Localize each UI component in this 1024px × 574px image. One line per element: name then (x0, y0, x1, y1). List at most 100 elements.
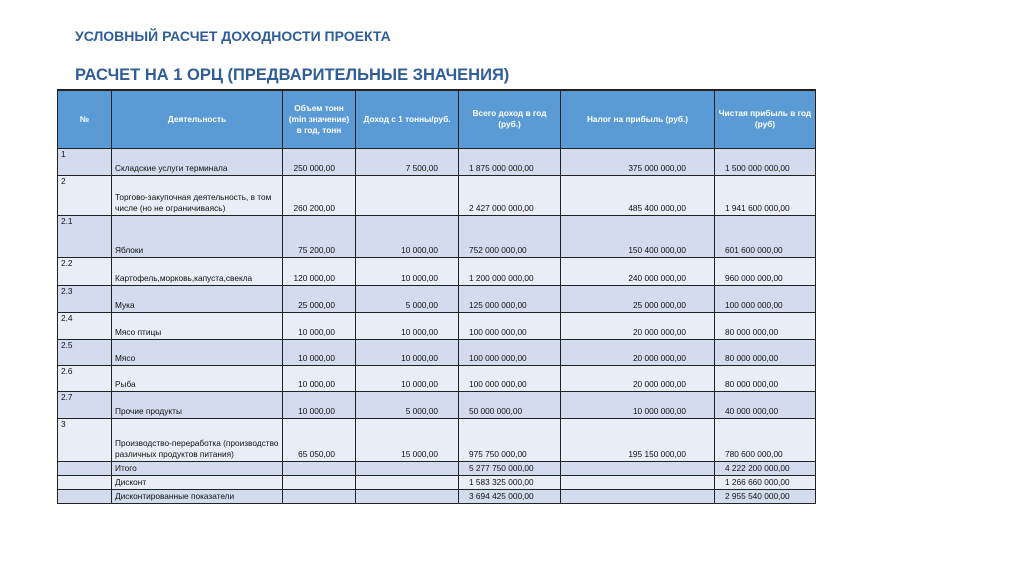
cell-total-income: 5 277 750 000,00 (458, 461, 561, 476)
cell-number: 2.5 (57, 339, 112, 366)
cell-income-per-ton (355, 461, 459, 476)
cell-activity: Дисконт (111, 475, 283, 490)
table-row: 2.5 Мясо 10 000,00 10 000,00 100 000 000,00 2… (57, 339, 816, 366)
cell-income-per-ton: 10 000,00 (355, 257, 459, 286)
cell-net-profit: 780 600 000,00 (714, 418, 816, 462)
cell-tax: 240 000 000,00 (560, 257, 715, 286)
cell-activity: Рыба (111, 365, 283, 392)
header-tax: Налог на прибыль (руб.) (560, 89, 715, 149)
cell-tax: 20 000 000,00 (560, 312, 715, 340)
cell-total-income: 1 583 325 000,00 (458, 475, 561, 490)
cell-tax (560, 475, 715, 490)
cell-activity: Итого (111, 461, 283, 476)
page-title: УСЛОВНЫЙ РАСЧЕТ ДОХОДНОСТИ ПРОЕКТА (75, 28, 391, 44)
table-row: 2.7 Прочие продукты 10 000,00 5 000,00 50 00… (57, 391, 816, 419)
cell-volume: 10 000,00 (282, 391, 356, 419)
cell-income-per-ton: 5 000,00 (355, 285, 459, 313)
cell-income-per-ton (355, 475, 459, 490)
cell-number (57, 489, 112, 504)
cell-volume: 10 000,00 (282, 312, 356, 340)
cell-total-income: 125 000 000,00 (458, 285, 561, 313)
cell-volume (282, 489, 356, 504)
cell-volume (282, 461, 356, 476)
table-row: 2.2 Картофель,морковь,капуста,свекла 120 0… (57, 257, 816, 286)
table-row: 2.1 Яблоки 75 200,00 10 000,00 752 000 000,0… (57, 215, 816, 258)
cell-income-per-ton: 7 500,00 (355, 148, 459, 176)
cell-number: 2.4 (57, 312, 112, 340)
table-row: 2.4 Мясо птицы 10 000,00 10 000,00 100 000 0… (57, 312, 816, 340)
cell-tax: 375 000 000,00 (560, 148, 715, 176)
table-row: Дисконтированные показатели 3 694 425 000… (57, 489, 816, 504)
cell-number: 2.6 (57, 365, 112, 392)
cell-activity: Торгово-закупочная деятельность, в том ч… (111, 175, 283, 216)
table-row: Итого 5 277 750 000,00 4 222 200 000,00 (57, 461, 816, 476)
header-net-profit: Чистая прибыль в год (руб) (714, 89, 816, 149)
cell-tax: 20 000 000,00 (560, 365, 715, 392)
cell-tax (560, 461, 715, 476)
cell-activity: Яблоки (111, 215, 283, 258)
header-number: № (57, 89, 112, 149)
profitability-table: № Деятельность Объем тонн (min значение)… (57, 89, 816, 504)
cell-number: 3 (57, 418, 112, 462)
cell-net-profit: 2 955 540 000,00 (714, 489, 816, 504)
cell-volume: 120 000,00 (282, 257, 356, 286)
cell-volume: 75 200,00 (282, 215, 356, 258)
cell-total-income: 100 000 000,00 (458, 339, 561, 366)
cell-number: 2.3 (57, 285, 112, 313)
cell-volume (282, 475, 356, 490)
cell-net-profit: 80 000 000,00 (714, 339, 816, 366)
cell-net-profit: 960 000 000,00 (714, 257, 816, 286)
header-volume: Объем тонн (min значение) в год, тонн (282, 89, 356, 149)
cell-income-per-ton (355, 489, 459, 504)
cell-income-per-ton: 5 000,00 (355, 391, 459, 419)
cell-total-income: 1 200 000 000,00 (458, 257, 561, 286)
cell-tax (560, 489, 715, 504)
cell-net-profit: 1 266 660 000,00 (714, 475, 816, 490)
cell-income-per-ton: 15 000,00 (355, 418, 459, 462)
table-row: 2.3 Мука 25 000,00 5 000,00 125 000 000,00 25… (57, 285, 816, 313)
cell-total-income: 975 750 000,00 (458, 418, 561, 462)
cell-number (57, 475, 112, 490)
cell-volume: 260 200,00 (282, 175, 356, 216)
cell-net-profit: 80 000 000,00 (714, 365, 816, 392)
cell-total-income: 100 000 000,00 (458, 365, 561, 392)
cell-volume: 250 000,00 (282, 148, 356, 176)
cell-total-income: 50 000 000,00 (458, 391, 561, 419)
page-subtitle: РАСЧЕТ НА 1 ОРЦ (ПРЕДВАРИТЕЛЬНЫЕ ЗНАЧЕНИ… (75, 66, 510, 84)
table-row: 3 Производство-переработка (производство … (57, 418, 816, 462)
cell-tax: 25 000 000,00 (560, 285, 715, 313)
cell-net-profit: 1 500 000 000,00 (714, 148, 816, 176)
cell-number: 2.7 (57, 391, 112, 419)
cell-activity: Мука (111, 285, 283, 313)
cell-income-per-ton (355, 175, 459, 216)
cell-number (57, 461, 112, 476)
cell-total-income: 3 694 425 000,00 (458, 489, 561, 504)
cell-volume: 10 000,00 (282, 339, 356, 366)
cell-income-per-ton: 10 000,00 (355, 215, 459, 258)
table-row: Дисконт 1 583 325 000,00 1 266 660 000,00 (57, 475, 816, 490)
cell-income-per-ton: 10 000,00 (355, 312, 459, 340)
cell-net-profit: 100 000 000,00 (714, 285, 816, 313)
cell-number: 2 (57, 175, 112, 216)
cell-activity: Мясо (111, 339, 283, 366)
cell-activity: Дисконтированные показатели (111, 489, 283, 504)
cell-tax: 150 400 000,00 (560, 215, 715, 258)
cell-tax: 485 400 000,00 (560, 175, 715, 216)
cell-total-income: 1 875 000 000,00 (458, 148, 561, 176)
cell-total-income: 2 427 000 000,00 (458, 175, 561, 216)
cell-volume: 25 000,00 (282, 285, 356, 313)
cell-tax: 195 150 000,00 (560, 418, 715, 462)
cell-volume: 10 000,00 (282, 365, 356, 392)
cell-income-per-ton: 10 000,00 (355, 339, 459, 366)
table-header-row: № Деятельность Объем тонн (min значение)… (57, 89, 816, 149)
cell-income-per-ton: 10 000,00 (355, 365, 459, 392)
table-row: 1 Складские услуги терминала 250 000,00 7 5… (57, 148, 816, 176)
cell-number: 2.2 (57, 257, 112, 286)
cell-net-profit: 80 000 000,00 (714, 312, 816, 340)
cell-activity: Производство-переработка (производство р… (111, 418, 283, 462)
cell-activity: Складские услуги терминала (111, 148, 283, 176)
cell-net-profit: 1 941 600 000,00 (714, 175, 816, 216)
cell-activity: Мясо птицы (111, 312, 283, 340)
cell-total-income: 100 000 000,00 (458, 312, 561, 340)
header-total-income: Всего доход в год (руб.) (458, 89, 561, 149)
